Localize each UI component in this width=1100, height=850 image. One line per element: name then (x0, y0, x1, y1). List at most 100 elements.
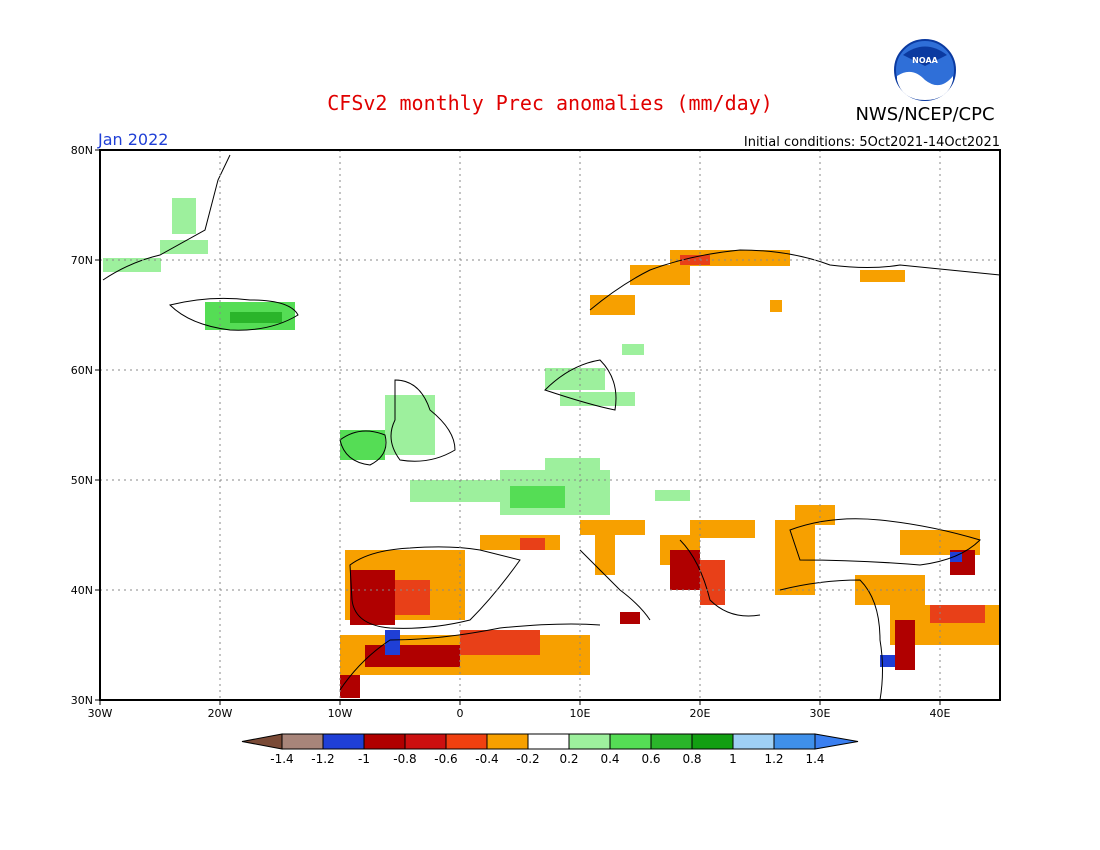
anomaly-cell-syria (930, 605, 985, 623)
noaa-logo-bird (903, 46, 947, 66)
coastline-norway (589, 249, 1001, 311)
anomaly-cell-norway-mid (630, 265, 690, 285)
anomaly-cell-poland (655, 490, 690, 501)
colorbar-tick-label: -0.4 (475, 752, 498, 766)
anomaly-cell-portugal (350, 570, 395, 625)
anomaly-cell-italy (595, 535, 615, 575)
coastline-italy (579, 549, 651, 621)
lat-tick-label: 30N (71, 694, 93, 707)
colorbar-segment (732, 733, 775, 750)
colorbar-segment (404, 733, 447, 750)
colorbar-segment (527, 733, 570, 750)
colorbar-segment (568, 733, 611, 750)
noaa-logo: NOAA (894, 39, 956, 101)
lat-tick-label: 60N (71, 364, 93, 377)
colorbar-tick-label: 1.4 (805, 752, 824, 766)
lon-tick-label: 10E (570, 707, 591, 720)
noaa-logo-wave (897, 71, 953, 100)
anomaly-cell-sweden (622, 344, 644, 355)
colorbar-high-arrow (814, 733, 859, 750)
anomaly-cell-greece (700, 560, 725, 605)
anomaly-cell-israel (880, 655, 895, 667)
colorbar-tick-label: -1.2 (311, 752, 334, 766)
anomaly-cell-greenland-east (160, 240, 208, 254)
colorbar-tick-label: 1 (729, 752, 737, 766)
anomaly-cell-serbia (690, 520, 755, 538)
lat-tick-label: 70N (71, 254, 93, 267)
lat-tick-label: 40N (71, 584, 93, 597)
lon-tick-label: 20W (208, 707, 233, 720)
anomaly-cell-crimea (795, 505, 835, 525)
coastline-scandinavia-south (544, 359, 617, 411)
coastline-iberia (349, 546, 521, 629)
anomaly-cell-levant (895, 620, 915, 670)
anomaly-cell-scandinavia (545, 368, 605, 390)
anomaly-cell-russia-north (860, 270, 905, 282)
anomaly-cell-spain-west (395, 580, 430, 615)
lon-tick-label: 40E (930, 707, 951, 720)
anomaly-cell-france-north (410, 480, 500, 502)
colorbar-segment (486, 733, 529, 750)
lon-tick-label: 10W (328, 707, 353, 720)
colorbar-segment (281, 733, 324, 750)
lon-tick-label: 0 (457, 707, 464, 720)
colorbar-segment (363, 733, 406, 750)
anomaly-cell-alps (580, 520, 645, 535)
agency-label: NWS/NCEP/CPC (855, 104, 994, 125)
anomaly-cell-sicily (620, 612, 640, 624)
anomaly-cell-iceland-core (230, 312, 282, 323)
colorbar-low-arrow (241, 733, 283, 750)
coastlines (102, 154, 1001, 701)
coastline-britain (390, 379, 456, 462)
colorbar-segment (445, 733, 488, 750)
colorbar-tick-label: -0.6 (434, 752, 457, 766)
map-plot-area (99, 149, 1001, 701)
longitude-labels: 30W 20W 10W 0 10E 20E 30E 40E (88, 700, 951, 720)
anomaly-cell-finland (770, 300, 782, 312)
anomaly-cell-greenland-coast (172, 198, 196, 234)
anomaly-cell-rhine (510, 486, 565, 508)
coastline-iceland (169, 297, 299, 331)
colorbar-tick-label: 0.2 (559, 752, 578, 766)
coastline-black-sea (789, 518, 981, 566)
colorbar-tick-label: 0.6 (641, 752, 660, 766)
anomaly-cell-gibraltar (385, 630, 400, 655)
noaa-logo-text: NOAA (912, 56, 938, 65)
latitude-labels: 80N 70N 60N 50N 40N 30N (71, 144, 100, 707)
coastline-north-africa (339, 623, 601, 691)
anomaly-cell-norway-south (590, 295, 635, 315)
coastline-ireland (339, 430, 387, 466)
lat-tick-label: 50N (71, 474, 93, 487)
anomaly-cell-greenland-south (103, 258, 161, 272)
colorbar-tick-label: -1 (358, 752, 370, 766)
colorbar-segment (322, 733, 365, 750)
anomaly-cell-sahara (340, 675, 360, 698)
lon-tick-label: 30W (88, 707, 113, 720)
chart-title: CFSv2 monthly Prec anomalies (mm/day) (327, 91, 773, 115)
colorbar: -1.4 -1.2 -1 -0.8 -0.6 -0.4 -0.2 0.2 0.4 0.6 0.8 1 1… (241, 733, 859, 766)
coastline-greece (679, 539, 761, 617)
anomaly-cell-ireland (340, 430, 385, 460)
lon-tick-label: 30E (810, 707, 831, 720)
anomaly-cell-caucasus-core (950, 552, 962, 562)
map-grid (100, 150, 1000, 700)
colorbar-tick-label: -0.8 (393, 752, 416, 766)
map-background (100, 150, 1000, 700)
colorbar-tick-label: 0.8 (682, 752, 701, 766)
anomaly-cell-algeria (460, 630, 540, 655)
anomaly-cell-black-sea-west (775, 520, 815, 595)
colorbar-tick-label: 0.4 (600, 752, 619, 766)
anomaly-cell-pyrenees (520, 538, 545, 550)
lon-tick-label: 20E (690, 707, 711, 720)
map-frame (99, 149, 1001, 701)
colorbar-segment (773, 733, 816, 750)
colorbar-tick-label: 1.2 (764, 752, 783, 766)
colorbar-segment (691, 733, 734, 750)
colorbar-segment (609, 733, 652, 750)
colorbar-segment (650, 733, 693, 750)
initial-conditions-label: Initial conditions: 5Oct2021-14Oct2021 (744, 135, 1000, 150)
colorbar-tick-label: -1.4 (270, 752, 293, 766)
coastline-greenland (102, 154, 231, 281)
anomaly-cell-denmark (560, 392, 635, 406)
